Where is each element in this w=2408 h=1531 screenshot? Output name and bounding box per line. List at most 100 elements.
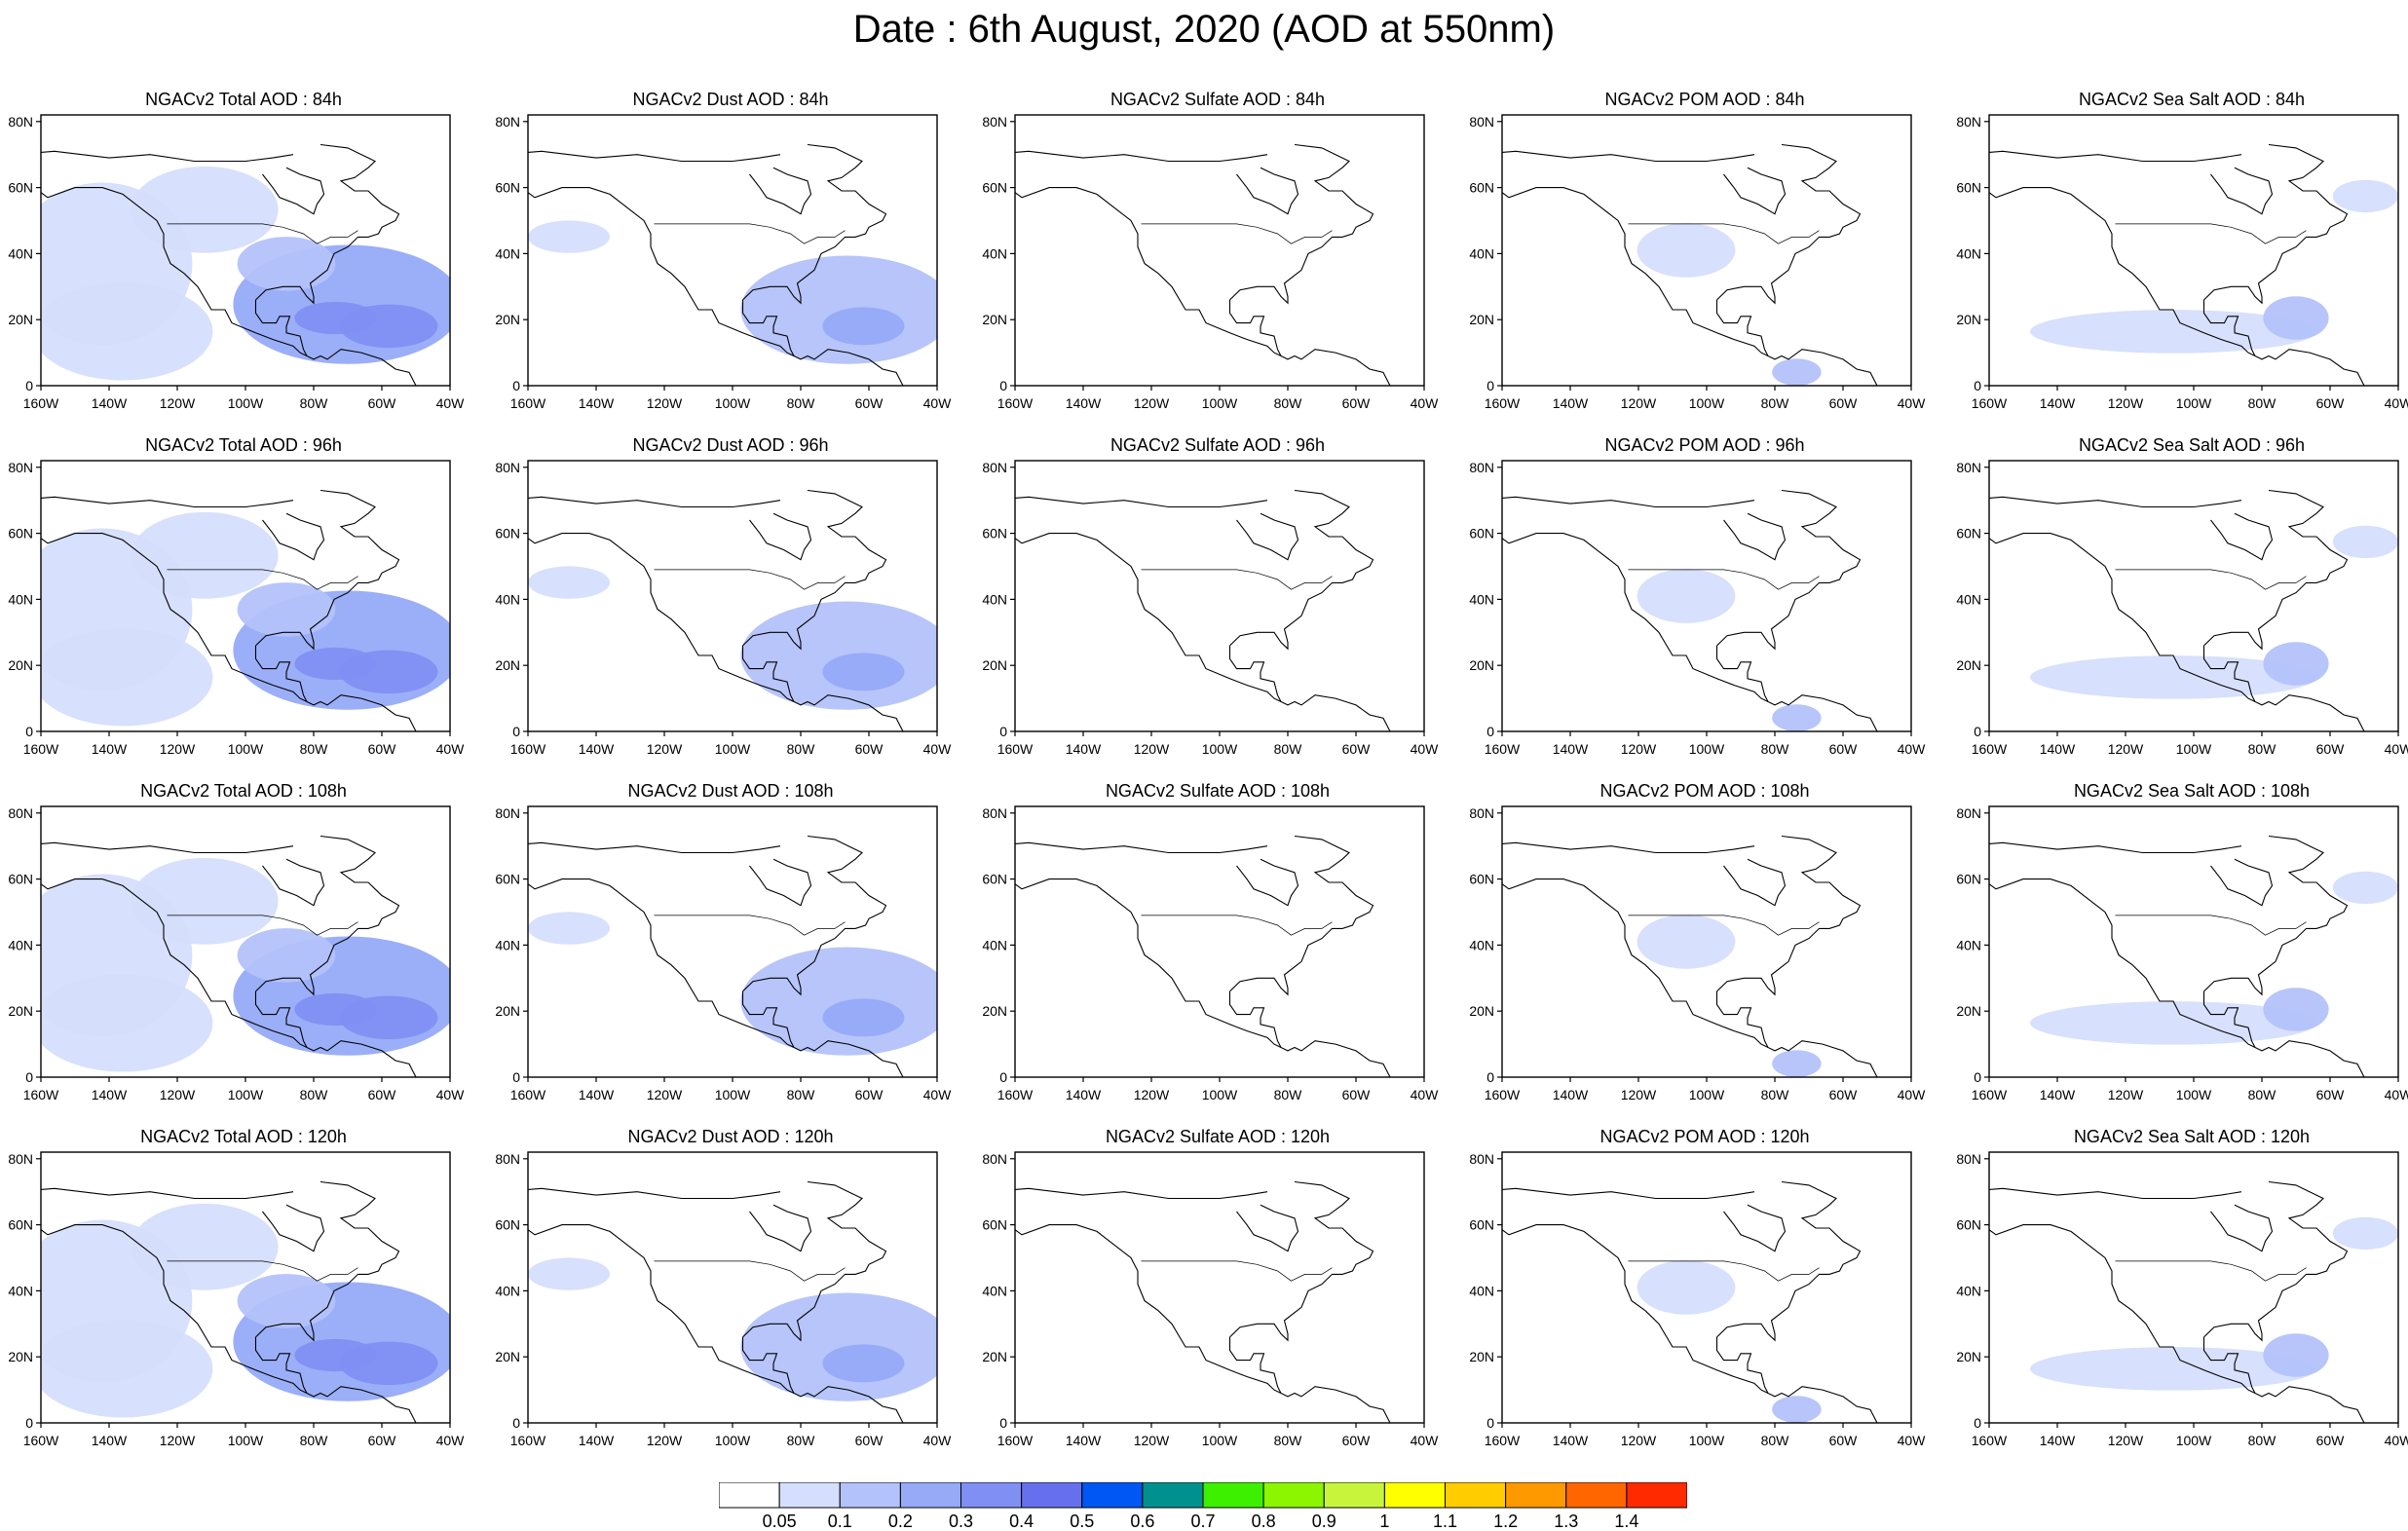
lat-tick-label: 20N [1956, 1349, 1981, 1364]
lon-tick-label: 40W [1411, 395, 1440, 411]
panel-title: NGACv2 Dust AOD : 96h [632, 435, 829, 455]
lon-tick-label: 160W [1972, 395, 2008, 411]
lon-tick-label: 120W [160, 1087, 196, 1102]
map-plot: 0 20N 40N 60N 80N 160W 140W 120W 100W 80W 60W 40W [1956, 1151, 2408, 1448]
aod-field-patch [528, 1257, 610, 1290]
aod-field-patch [528, 220, 610, 253]
map-plot: 0 20N 40N 60N 80N 160W 140W 120W 100W 80W 60W 40W [982, 460, 1439, 757]
lon-tick-label: 60W [2316, 395, 2346, 411]
lon-tick-label: 40W [1898, 1087, 1927, 1102]
aod-field-patch [1772, 358, 1822, 386]
coastline [2202, 990, 2256, 1048]
lon-tick-label: 100W [2176, 1087, 2212, 1102]
coastline [528, 841, 781, 854]
lon-tick-label: 140W [579, 395, 615, 411]
coastline [255, 489, 400, 651]
map-panel: NGACv2 Total AOD : 120h 0 20N 40N 60N 80N 160W… [0, 1125, 487, 1466]
coastline [1989, 187, 2365, 386]
panel-title: NGACv2 POM AOD : 96h [1604, 435, 1805, 455]
coastline [1715, 1336, 1769, 1394]
lon-tick-label: 100W [228, 1433, 264, 1448]
lat-tick-label: 0 [999, 1415, 1007, 1431]
map-plot: 0 20N 40N 60N 80N 160W 140W 120W 100W 80W 60W 40W [982, 1151, 1439, 1448]
aod-field-patch [1637, 915, 1736, 969]
coastline [2203, 835, 2349, 996]
lon-tick-label: 100W [715, 1433, 751, 1448]
aod-field-patch [822, 1344, 905, 1383]
colorbar-swatch [1323, 1482, 1385, 1509]
coastline [741, 990, 795, 1048]
lat-tick-label: 60N [8, 526, 33, 541]
lat-tick-label: 40N [495, 591, 520, 607]
coastline [1228, 990, 1282, 1048]
lat-tick-label: 80N [8, 460, 33, 475]
lon-tick-label: 80W [1274, 741, 1303, 757]
lon-tick-label: 100W [228, 395, 264, 411]
map-panel: NGACv2 Total AOD : 108h 0 20N 40N 60N 80N 160W… [0, 779, 487, 1120]
coastline [1989, 878, 2365, 1077]
lon-tick-label: 40W [2385, 1433, 2408, 1448]
coastline [41, 1224, 417, 1423]
coastline [41, 150, 294, 163]
plot-frame [1014, 1151, 1425, 1424]
lat-tick-label: 0 [25, 1415, 33, 1431]
panel-title: NGACv2 Total AOD : 120h [140, 1127, 347, 1146]
lon-tick-label: 120W [647, 1087, 683, 1102]
aod-field-patch [237, 582, 336, 637]
coastline [1228, 299, 1282, 356]
lat-tick-label: 60N [982, 180, 1007, 196]
coastline [262, 167, 325, 215]
lon-tick-label: 40W [923, 741, 953, 757]
map-plot: 0 20N 40N 60N 80N 160W 140W 120W 100W 80W 60W 40W [8, 114, 465, 411]
coastline [254, 299, 308, 356]
coastline [742, 143, 887, 305]
lon-tick-label: 160W [997, 1087, 1034, 1102]
lon-tick-label: 60W [855, 395, 884, 411]
colorbar-label: 0.8 [1252, 1512, 1276, 1529]
lon-tick-label: 120W [1134, 395, 1170, 411]
lat-tick-label: 40N [1956, 591, 1981, 607]
lat-tick-label: 20N [982, 1349, 1007, 1364]
aod-field-patch [237, 928, 336, 983]
border-line [1628, 223, 1820, 244]
aod-field-patch [2030, 1347, 2316, 1391]
lon-tick-label: 120W [647, 741, 683, 757]
lon-tick-label: 60W [1342, 741, 1372, 757]
lon-tick-label: 40W [923, 395, 953, 411]
map-panel: NGACv2 Sea Salt AOD : 120h 0 20N 40N 60N 80N 1… [1948, 1125, 2408, 1466]
aod-field-patch [41, 282, 213, 381]
map-plot: 0 20N 40N 60N 80N 160W 140W 120W 100W 80W 60W 40W [495, 1151, 952, 1448]
colorbar-label: 0.4 [1009, 1512, 1034, 1529]
coastline [2203, 489, 2349, 651]
panel-title: NGACv2 Total AOD : 84h [145, 90, 342, 109]
lon-tick-label: 160W [510, 395, 546, 411]
map-plot: 0 20N 40N 60N 80N 160W 140W 120W 100W 80W 60W 40W [495, 114, 953, 411]
lon-tick-label: 100W [1202, 1087, 1238, 1102]
coastline [1015, 1224, 1391, 1423]
lon-tick-label: 120W [1621, 1433, 1657, 1448]
lat-tick-label: 20N [1469, 657, 1494, 673]
coastline [1715, 299, 1769, 356]
lon-tick-label: 80W [2248, 741, 2277, 757]
lat-tick-label: 40N [982, 591, 1007, 607]
border-line [1141, 1260, 1333, 1282]
border-line [167, 569, 358, 590]
colorbar-swatch [1021, 1482, 1083, 1509]
lat-tick-label: 80N [1956, 805, 1981, 821]
lat-tick-label: 40N [8, 937, 33, 952]
lat-tick-label: 20N [1956, 312, 1981, 327]
map-panel: NGACv2 Sulfate AOD : 84h 0 20N 40N 60N 80N 160… [974, 88, 1461, 429]
lat-tick-label: 40N [1956, 245, 1981, 261]
colorbar-swatch [1202, 1482, 1264, 1509]
colorbar-swatch [1262, 1482, 1325, 1509]
panel-title: NGACv2 Sea Salt AOD : 96h [2078, 435, 2306, 455]
map-panel: NGACv2 Sulfate AOD : 108h 0 20N 40N 60N 80N 16… [974, 779, 1461, 1120]
border-line [2115, 1260, 2307, 1282]
lon-tick-label: 100W [1202, 1433, 1238, 1448]
map-panel: NGACv2 Total AOD : 96h 0 20N 40N 60N 80N 160W 1… [0, 433, 487, 774]
coastline [1989, 496, 2242, 508]
coastline [1228, 1336, 1282, 1394]
map-panel: NGACv2 Dust AOD : 120h 0 20N 40N 60N 80N 160W 1… [487, 1125, 974, 1466]
lat-tick-label: 80N [8, 1151, 33, 1167]
lon-tick-label: 160W [1485, 741, 1521, 757]
